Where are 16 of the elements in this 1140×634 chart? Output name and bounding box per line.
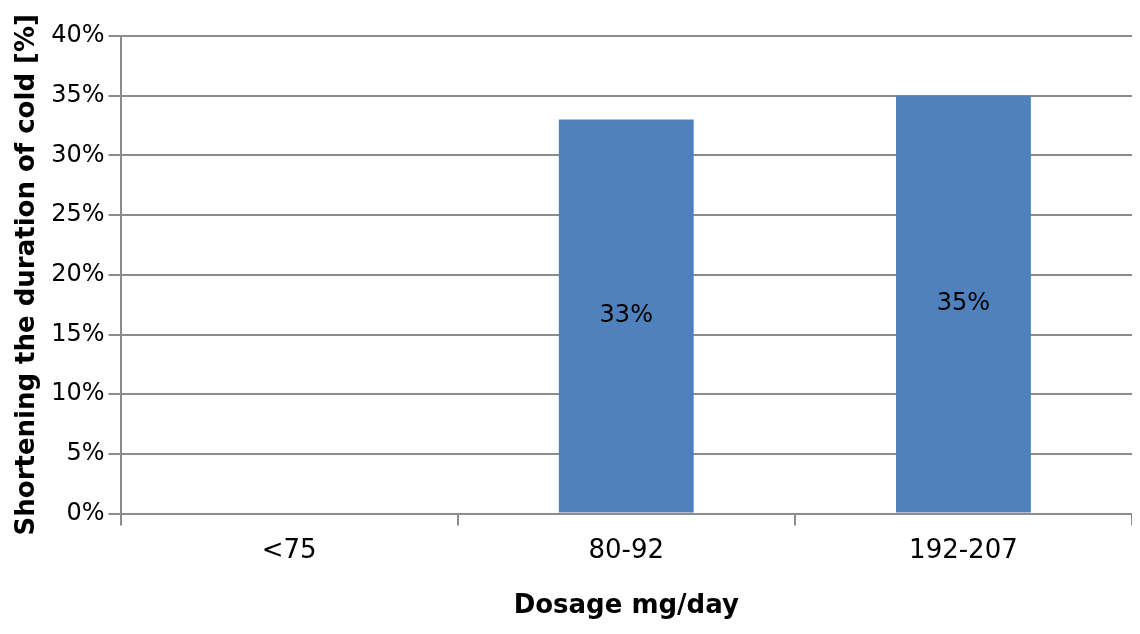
data-label: 33% [599,300,653,329]
y-axis-title: Shortening the duration of cold [%] [10,14,41,536]
y-tick-label: 0% [66,497,105,526]
x-tick-label: <75 [261,533,317,564]
y-tick-label: 40% [51,20,105,49]
y-tick-label: 25% [51,199,105,228]
y-tick-label: 15% [51,318,105,347]
y-tick-label: 30% [51,139,105,168]
y-tick-label: 35% [51,79,105,108]
y-tick-label: 5% [66,438,105,467]
y-tick-label: 10% [51,378,105,407]
x-tick-label: 80-92 [588,533,665,564]
x-axis-title: Dosage mg/day [513,589,739,620]
y-tick-label: 20% [51,259,105,288]
data-label: 35% [936,288,991,317]
x-tick-label: 192-207 [909,533,1018,564]
